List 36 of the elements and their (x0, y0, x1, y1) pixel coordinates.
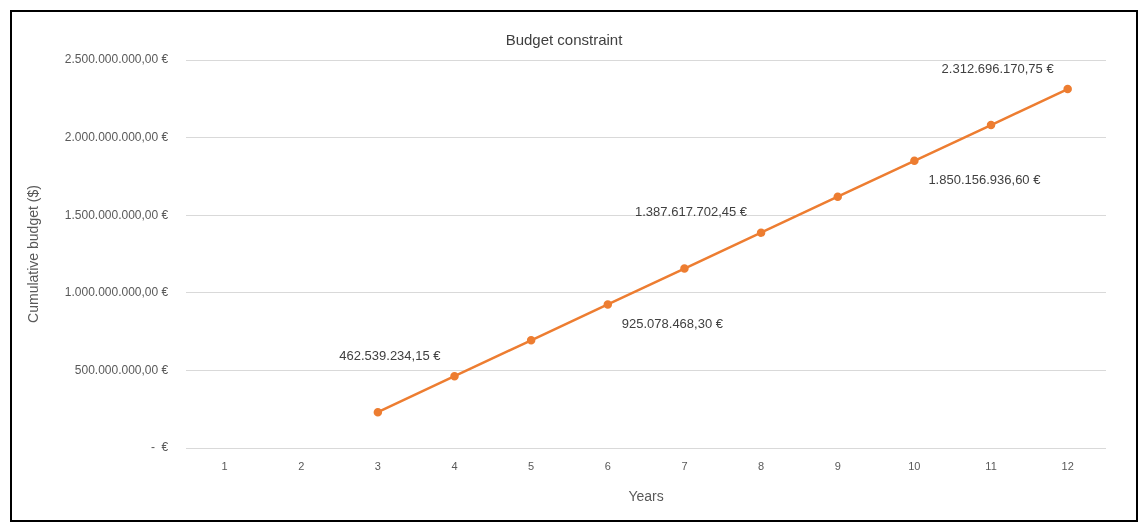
x-tick-label: 10 (908, 459, 921, 472)
x-tick-label: 8 (758, 459, 765, 472)
x-tick-label: 11 (985, 459, 997, 472)
data-label: 2.312.696.170,75 € (941, 60, 1055, 76)
y-tick-label: - € (150, 440, 169, 455)
point (450, 371, 459, 381)
point (526, 336, 536, 345)
data-label: 925.078.468,30 € (621, 316, 724, 332)
point (986, 120, 996, 130)
point (756, 228, 766, 237)
point (833, 192, 842, 201)
y-tick-label: 500.000.000,00 € (74, 362, 169, 377)
point (603, 300, 613, 309)
data-label: 1.850.156.936,60 € (928, 172, 1042, 188)
x-tick-label: 7 (681, 459, 688, 472)
x-tick-label: 1 (221, 459, 228, 472)
data-label: 462.539.234,15 € (339, 347, 442, 363)
point (373, 407, 383, 417)
point (680, 264, 689, 273)
x-tick-label: 2 (298, 459, 305, 472)
y-axis-title: Cumulative budget ($) (25, 185, 42, 323)
y-tick-label: 2.500.000.000,00 € (64, 52, 169, 67)
chart-title: Budget constraint (505, 31, 624, 49)
x-tick-label: 3 (374, 459, 381, 472)
point (1063, 84, 1072, 94)
y-tick-label: 2.000.000.000,00 € (64, 129, 169, 144)
x-axis-title: Years (628, 488, 664, 505)
point (910, 156, 919, 166)
x-tick-label: 9 (834, 459, 841, 472)
y-tick-label: 1.500.000.000,00 € (64, 207, 169, 222)
x-tick-label: 4 (451, 459, 458, 472)
data-label: 1.387.617.702,45 € (635, 204, 748, 220)
x-tick-label: 5 (528, 459, 535, 472)
x-tick-label: 12 (1061, 459, 1074, 472)
y-tick-label: 1.000.000.000,00 € (64, 285, 169, 300)
x-tick-label: 6 (604, 459, 611, 472)
